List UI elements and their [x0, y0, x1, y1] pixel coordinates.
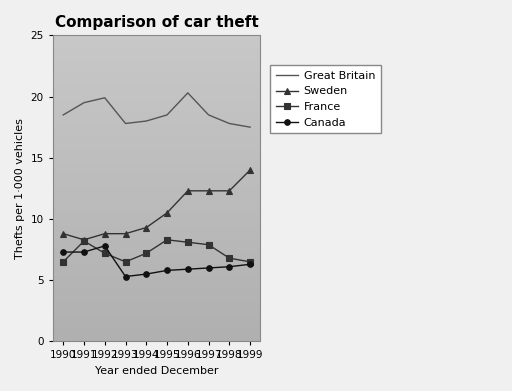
Canada	[164, 268, 170, 273]
Great Britain	[60, 113, 66, 117]
Canada	[205, 265, 211, 270]
Sweden	[164, 210, 170, 215]
Great Britain	[185, 91, 191, 95]
X-axis label: Year ended December: Year ended December	[95, 366, 219, 376]
France	[226, 256, 232, 260]
Great Britain	[205, 113, 211, 117]
Line: France: France	[60, 237, 253, 265]
Canada	[60, 250, 66, 255]
Sweden	[205, 188, 211, 193]
France	[205, 242, 211, 247]
Sweden	[143, 225, 150, 230]
Great Britain	[122, 121, 129, 126]
Canada	[226, 264, 232, 269]
France	[185, 240, 191, 245]
France	[143, 251, 150, 256]
France	[247, 260, 253, 264]
Great Britain	[81, 100, 87, 105]
Canada	[122, 274, 129, 279]
Line: Canada: Canada	[60, 243, 253, 279]
Sweden	[81, 237, 87, 242]
Sweden	[226, 188, 232, 193]
Line: Great Britain: Great Britain	[63, 93, 250, 127]
Sweden	[122, 231, 129, 236]
Legend: Great Britain, Sweden, France, Canada: Great Britain, Sweden, France, Canada	[270, 65, 380, 133]
Sweden	[102, 231, 108, 236]
France	[60, 260, 66, 264]
Canada	[185, 267, 191, 271]
France	[122, 260, 129, 264]
Canada	[81, 250, 87, 255]
Sweden	[185, 188, 191, 193]
France	[81, 239, 87, 243]
Sweden	[247, 168, 253, 172]
Canada	[102, 244, 108, 248]
Canada	[247, 262, 253, 267]
Great Britain	[102, 95, 108, 100]
Line: Sweden: Sweden	[60, 167, 253, 242]
Sweden	[60, 231, 66, 236]
Great Britain	[247, 125, 253, 129]
France	[164, 237, 170, 242]
Great Britain	[226, 121, 232, 126]
France	[102, 251, 108, 256]
Great Britain	[164, 113, 170, 117]
Title: Comparison of car theft: Comparison of car theft	[55, 15, 259, 30]
Canada	[143, 272, 150, 276]
Y-axis label: Thefts per 1·000 vehicles: Thefts per 1·000 vehicles	[15, 118, 25, 259]
Great Britain	[143, 119, 150, 124]
